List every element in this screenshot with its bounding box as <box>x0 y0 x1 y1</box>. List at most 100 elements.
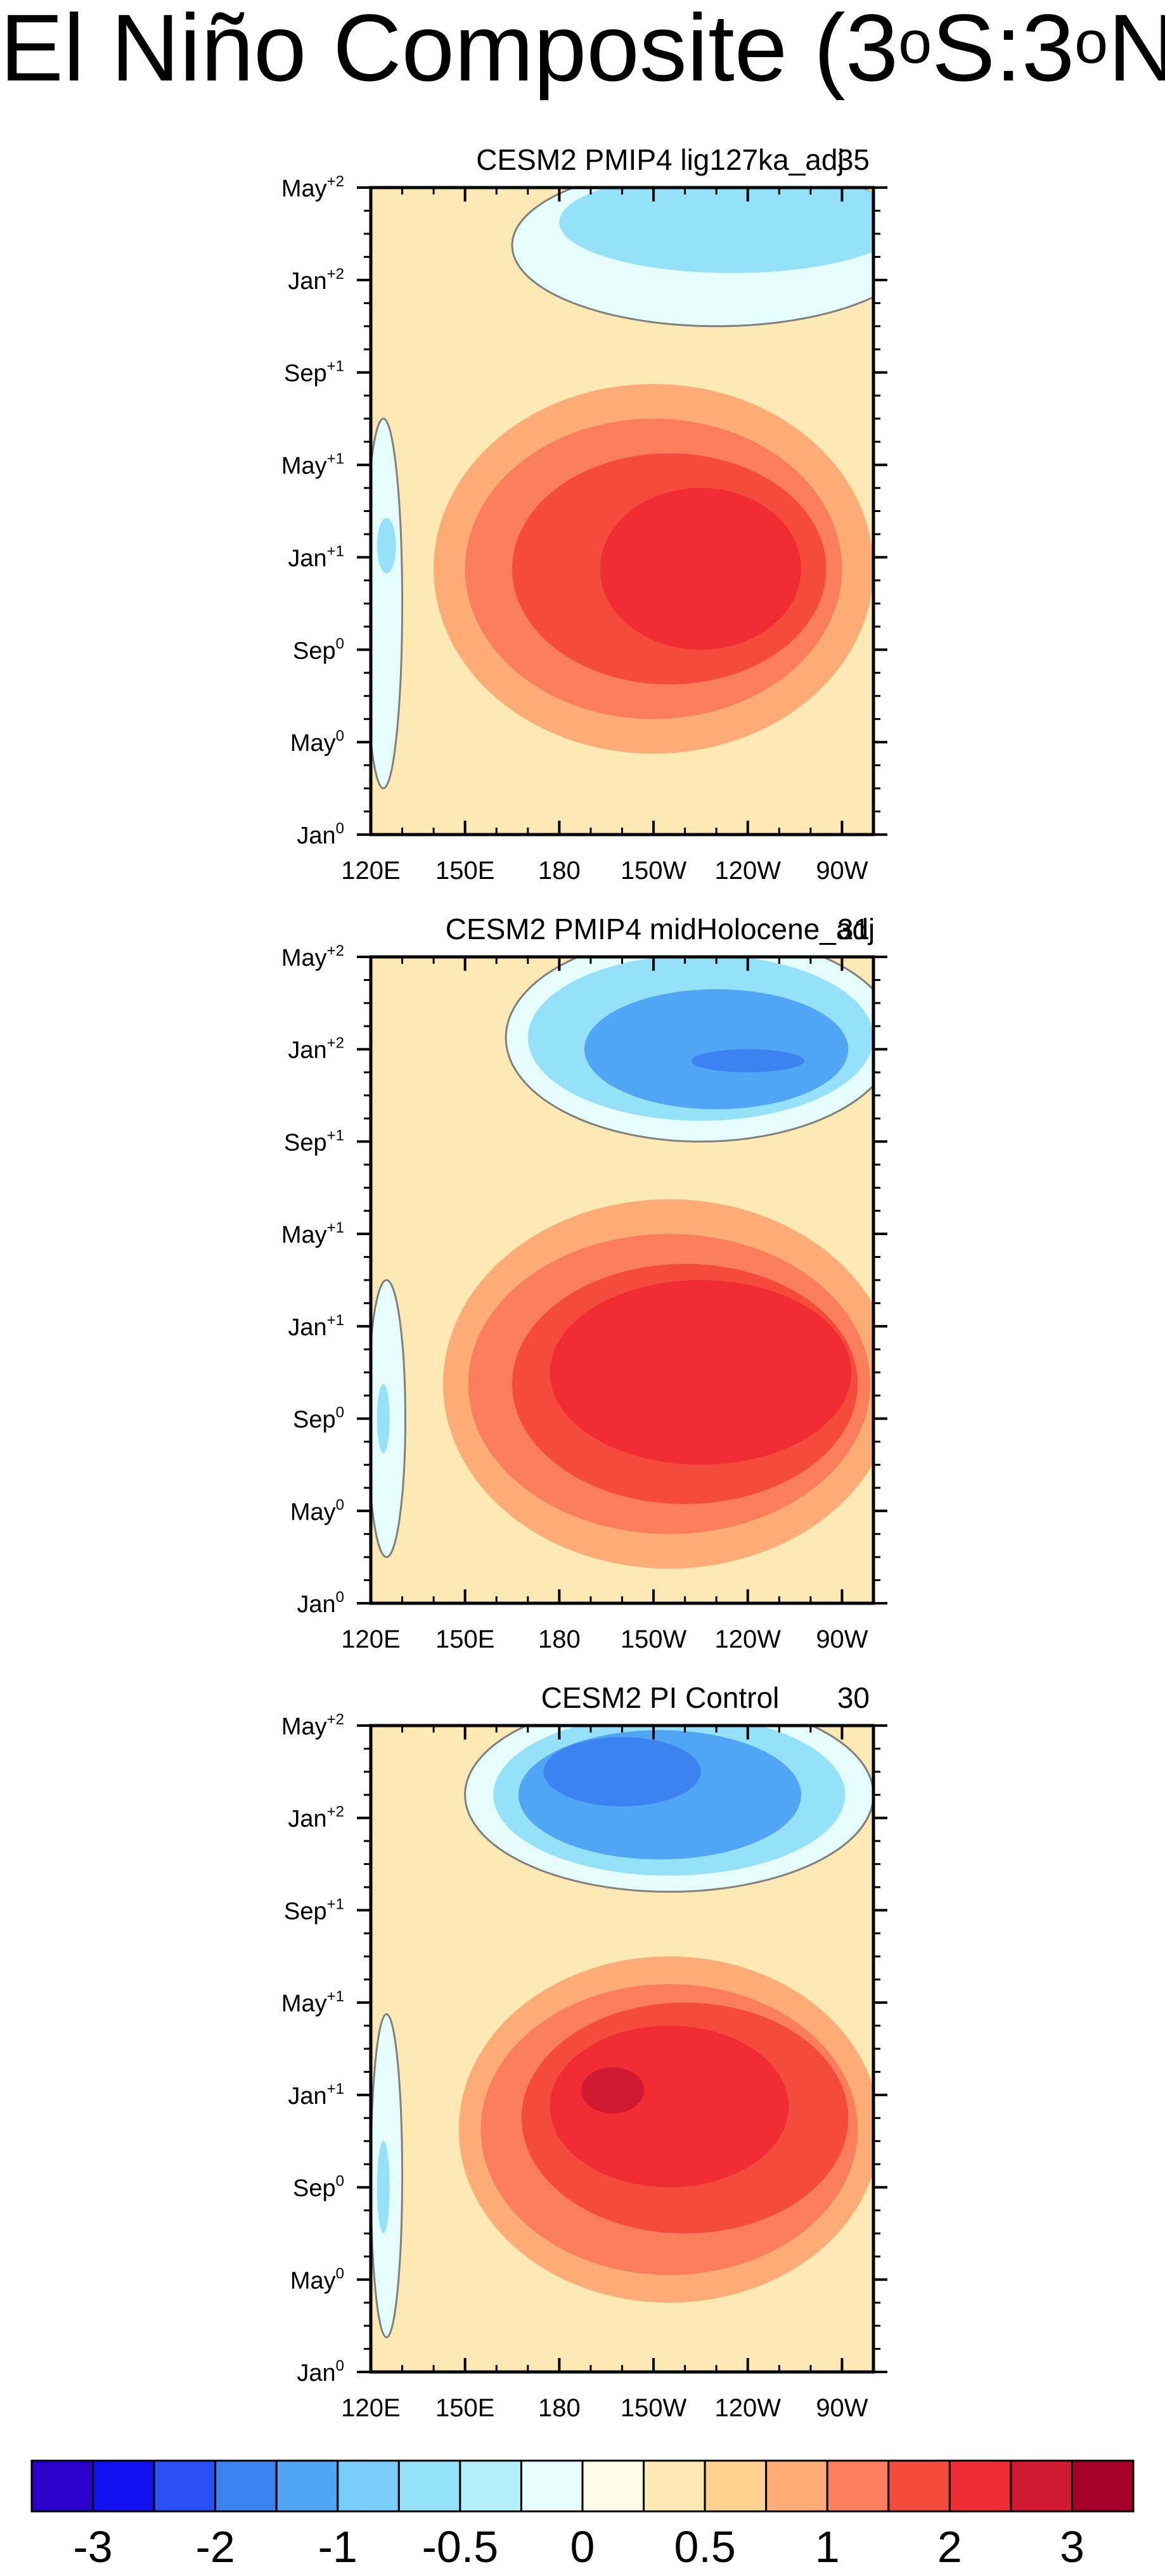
panel-1-field <box>371 188 873 835</box>
colorbar-label: -3 <box>73 2522 112 2572</box>
y-tick-label: Sep0 <box>293 2173 344 2202</box>
y-tick-label: May+2 <box>281 173 344 202</box>
colorbar-box <box>214 2459 278 2513</box>
y-tick-label: Jan+2 <box>288 1804 344 1833</box>
y-tick-label: May+2 <box>281 1711 344 1740</box>
x-tick-label: 120W <box>715 2394 782 2422</box>
y-tick-label: Sep+1 <box>284 1127 344 1156</box>
colorbar-box <box>948 2459 1012 2513</box>
x-tick-label: 180 <box>538 857 581 885</box>
x-tick-label: 120E <box>341 2394 400 2422</box>
colorbar-label: -2 <box>196 2522 235 2572</box>
y-tick-label: Jan0 <box>297 820 344 849</box>
colorbar-label: 2 <box>937 2522 962 2572</box>
colorbar-box <box>30 2459 94 2513</box>
colorbar-box <box>765 2459 828 2513</box>
x-tick-label: 120E <box>341 1625 400 1653</box>
anomaly-region-7 <box>584 989 849 1110</box>
title-degree-2: o <box>1074 9 1109 76</box>
colorbar-box <box>1071 2459 1135 2513</box>
y-tick-label: Jan0 <box>297 1589 344 1618</box>
colorbar-box <box>92 2459 155 2513</box>
title-suffix: N) <box>1108 0 1165 101</box>
panel-2-field <box>371 957 873 1603</box>
x-tick-label: 90W <box>816 857 868 885</box>
colorbar: -3 -2 -1 -0.5 0 0.5 1 2 3 <box>30 2459 1135 2572</box>
colorbar-box <box>1010 2459 1073 2513</box>
anomaly-region-4 <box>600 488 802 650</box>
y-tick-label: Sep+1 <box>284 1895 344 1925</box>
sample-count: 30 <box>837 1681 870 1714</box>
colorbar-label: -0.5 <box>422 2522 499 2572</box>
y-tick-label: May+1 <box>281 1219 344 1248</box>
title-mid: S:3 <box>932 0 1075 101</box>
x-tick-label: 90W <box>816 1625 868 1653</box>
y-tick-label: May0 <box>290 727 344 757</box>
colorbar-label: -1 <box>318 2522 357 2572</box>
colorbar-box <box>887 2459 951 2513</box>
colorbar-label: 0.5 <box>674 2522 735 2572</box>
panel-3-field <box>371 1726 873 2372</box>
anomaly-region-8 <box>377 518 396 574</box>
anomaly-region-5 <box>581 2067 645 2114</box>
y-tick-label: May+1 <box>281 1988 344 2017</box>
colorbar-box <box>275 2459 339 2513</box>
panel-1: 120E 150E 180 150W 120W 90W Jan0 May0 Sep0 Jan+1 M… <box>281 143 887 885</box>
y-tick-label: Jan+2 <box>288 1035 344 1064</box>
anomaly-region-8 <box>691 1049 804 1073</box>
anomaly-region-11 <box>377 2141 390 2234</box>
y-tick-label: Sep0 <box>293 1404 344 1433</box>
anomaly-region-4 <box>550 2025 789 2188</box>
panel-title: CESM2 PMIP4 midHolocene_adj <box>446 913 875 945</box>
x-tick-label: 120W <box>715 1625 782 1653</box>
anomaly-region-4 <box>550 1280 852 1465</box>
sample-count: 35 <box>837 143 870 176</box>
x-tick-label: 150E <box>435 2394 494 2422</box>
colorbar-label: 1 <box>815 2522 840 2572</box>
y-tick-label: Sep0 <box>293 635 344 664</box>
colorbar-box <box>153 2459 217 2513</box>
x-tick-label: 150W <box>621 1625 687 1653</box>
colorbar-box <box>643 2459 706 2513</box>
y-tick-label: May0 <box>290 2265 344 2294</box>
colorbar-box <box>826 2459 890 2513</box>
colorbar-box <box>337 2459 400 2513</box>
x-tick-label: 150W <box>621 2394 687 2422</box>
y-tick-label: May0 <box>290 1496 344 1525</box>
x-tick-label: 180 <box>538 1625 581 1653</box>
x-tick-label: 120E <box>341 857 400 885</box>
title-degree-1: o <box>898 9 932 76</box>
sample-count: 31 <box>837 913 870 945</box>
colorbar-box <box>397 2459 461 2513</box>
y-tick-label: Jan+1 <box>288 542 344 572</box>
x-tick-label: 150E <box>435 1625 494 1653</box>
y-tick-label: Jan+1 <box>288 2080 344 2110</box>
anomaly-region-10 <box>377 1383 390 1454</box>
colorbar-label: 3 <box>1060 2522 1085 2572</box>
x-tick-label: 150E <box>435 857 494 885</box>
anomaly-region-6 <box>559 188 873 273</box>
anomaly-region-9 <box>543 1737 701 1807</box>
y-tick-label: May+1 <box>281 451 344 480</box>
panel-2: 120E 150E 180 150W 120W 90W Jan0 May0 Sep0 Jan+1 M… <box>281 913 887 1653</box>
y-tick-label: Jan0 <box>297 2357 344 2387</box>
colorbar-label: 0 <box>570 2522 595 2572</box>
y-tick-label: Jan+1 <box>288 1312 344 1341</box>
y-tick-label: May+2 <box>281 942 344 971</box>
panel-title: CESM2 PMIP4 lig127ka_adj <box>476 143 844 176</box>
anomaly-region-7 <box>371 418 404 790</box>
colorbar-box <box>704 2459 768 2513</box>
colorbar-box <box>581 2459 645 2513</box>
colorbar-box <box>459 2459 522 2513</box>
y-tick-label: Jan+2 <box>288 266 344 295</box>
y-tick-label: Sep+1 <box>284 358 344 387</box>
panel-title: CESM2 PI Control <box>541 1681 780 1714</box>
figure-title: El Niño Composite (3oS:3oN) <box>0 0 1165 108</box>
x-tick-label: 120W <box>715 857 782 885</box>
x-tick-label: 180 <box>538 2394 581 2422</box>
panel-3: 120E 150E 180 150W 120W 90W Jan0 May0 Sep0 Jan+1 M… <box>281 1681 887 2422</box>
x-tick-label: 90W <box>816 2394 868 2422</box>
x-tick-label: 150W <box>621 857 687 885</box>
title-prefix: El Niño Composite (3 <box>0 0 899 101</box>
